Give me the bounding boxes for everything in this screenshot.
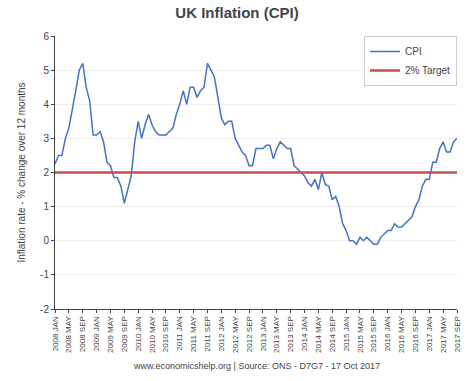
svg-text:2017 JAN: 2017 JAN (425, 316, 434, 351)
svg-text:2012 SEP: 2012 SEP (245, 316, 254, 352)
svg-text:2009 SEP: 2009 SEP (120, 316, 129, 352)
svg-text:2014 SEP: 2014 SEP (328, 316, 337, 352)
svg-text:Inflation rate - % change over: Inflation rate - % change over 12 months (16, 82, 27, 262)
svg-text:www.economicshelp.org | Source: www.economicshelp.org | Source: ONS - D7… (133, 361, 380, 371)
svg-text:UK Inflation (CPI): UK Inflation (CPI) (175, 4, 298, 21)
svg-text:2010 SEP: 2010 SEP (162, 316, 171, 352)
svg-text:2012 MAY: 2012 MAY (231, 316, 240, 353)
svg-text:6: 6 (43, 31, 49, 42)
svg-text:3: 3 (43, 133, 49, 144)
svg-text:CPI: CPI (405, 46, 422, 57)
svg-text:2014 JAN: 2014 JAN (300, 316, 309, 351)
svg-text:5: 5 (43, 65, 49, 76)
svg-text:2015 SEP: 2015 SEP (369, 316, 378, 352)
svg-text:2011 MAY: 2011 MAY (189, 316, 198, 353)
svg-text:2012 JAN: 2012 JAN (217, 316, 226, 351)
svg-text:2013 JAN: 2013 JAN (259, 316, 268, 351)
svg-text:2017 SEP: 2017 SEP (453, 316, 462, 352)
svg-text:2013 SEP: 2013 SEP (286, 316, 295, 352)
svg-text:2017 MAY: 2017 MAY (439, 316, 448, 353)
svg-text:2% Target: 2% Target (405, 65, 450, 76)
svg-text:2011 JAN: 2011 JAN (175, 316, 184, 351)
svg-text:2010 MAY: 2010 MAY (148, 316, 157, 353)
svg-text:2: 2 (43, 167, 49, 178)
svg-text:2008 MAY: 2008 MAY (64, 316, 73, 353)
svg-text:1: 1 (43, 201, 49, 212)
svg-text:2011 SEP: 2011 SEP (203, 316, 212, 351)
svg-text:2016 SEP: 2016 SEP (411, 316, 420, 352)
svg-text:2009 MAY: 2009 MAY (106, 316, 115, 353)
svg-text:2009 JAN: 2009 JAN (92, 316, 101, 351)
svg-text:2015 MAY: 2015 MAY (356, 316, 365, 353)
svg-text:-2: -2 (40, 304, 49, 315)
svg-text:4: 4 (43, 99, 49, 110)
svg-text:-1: -1 (40, 269, 49, 280)
svg-text:2013 MAY: 2013 MAY (272, 316, 281, 353)
svg-text:0: 0 (43, 235, 49, 246)
svg-text:2008 JAN: 2008 JAN (51, 316, 60, 351)
svg-text:2008 SEP: 2008 SEP (78, 316, 87, 352)
svg-text:2010 JAN: 2010 JAN (134, 316, 143, 351)
svg-text:2015 JAN: 2015 JAN (342, 316, 351, 351)
svg-text:2016 MAY: 2016 MAY (397, 316, 406, 353)
svg-text:2016 JAN: 2016 JAN (383, 316, 392, 351)
svg-text:2014 MAY: 2014 MAY (314, 316, 323, 353)
